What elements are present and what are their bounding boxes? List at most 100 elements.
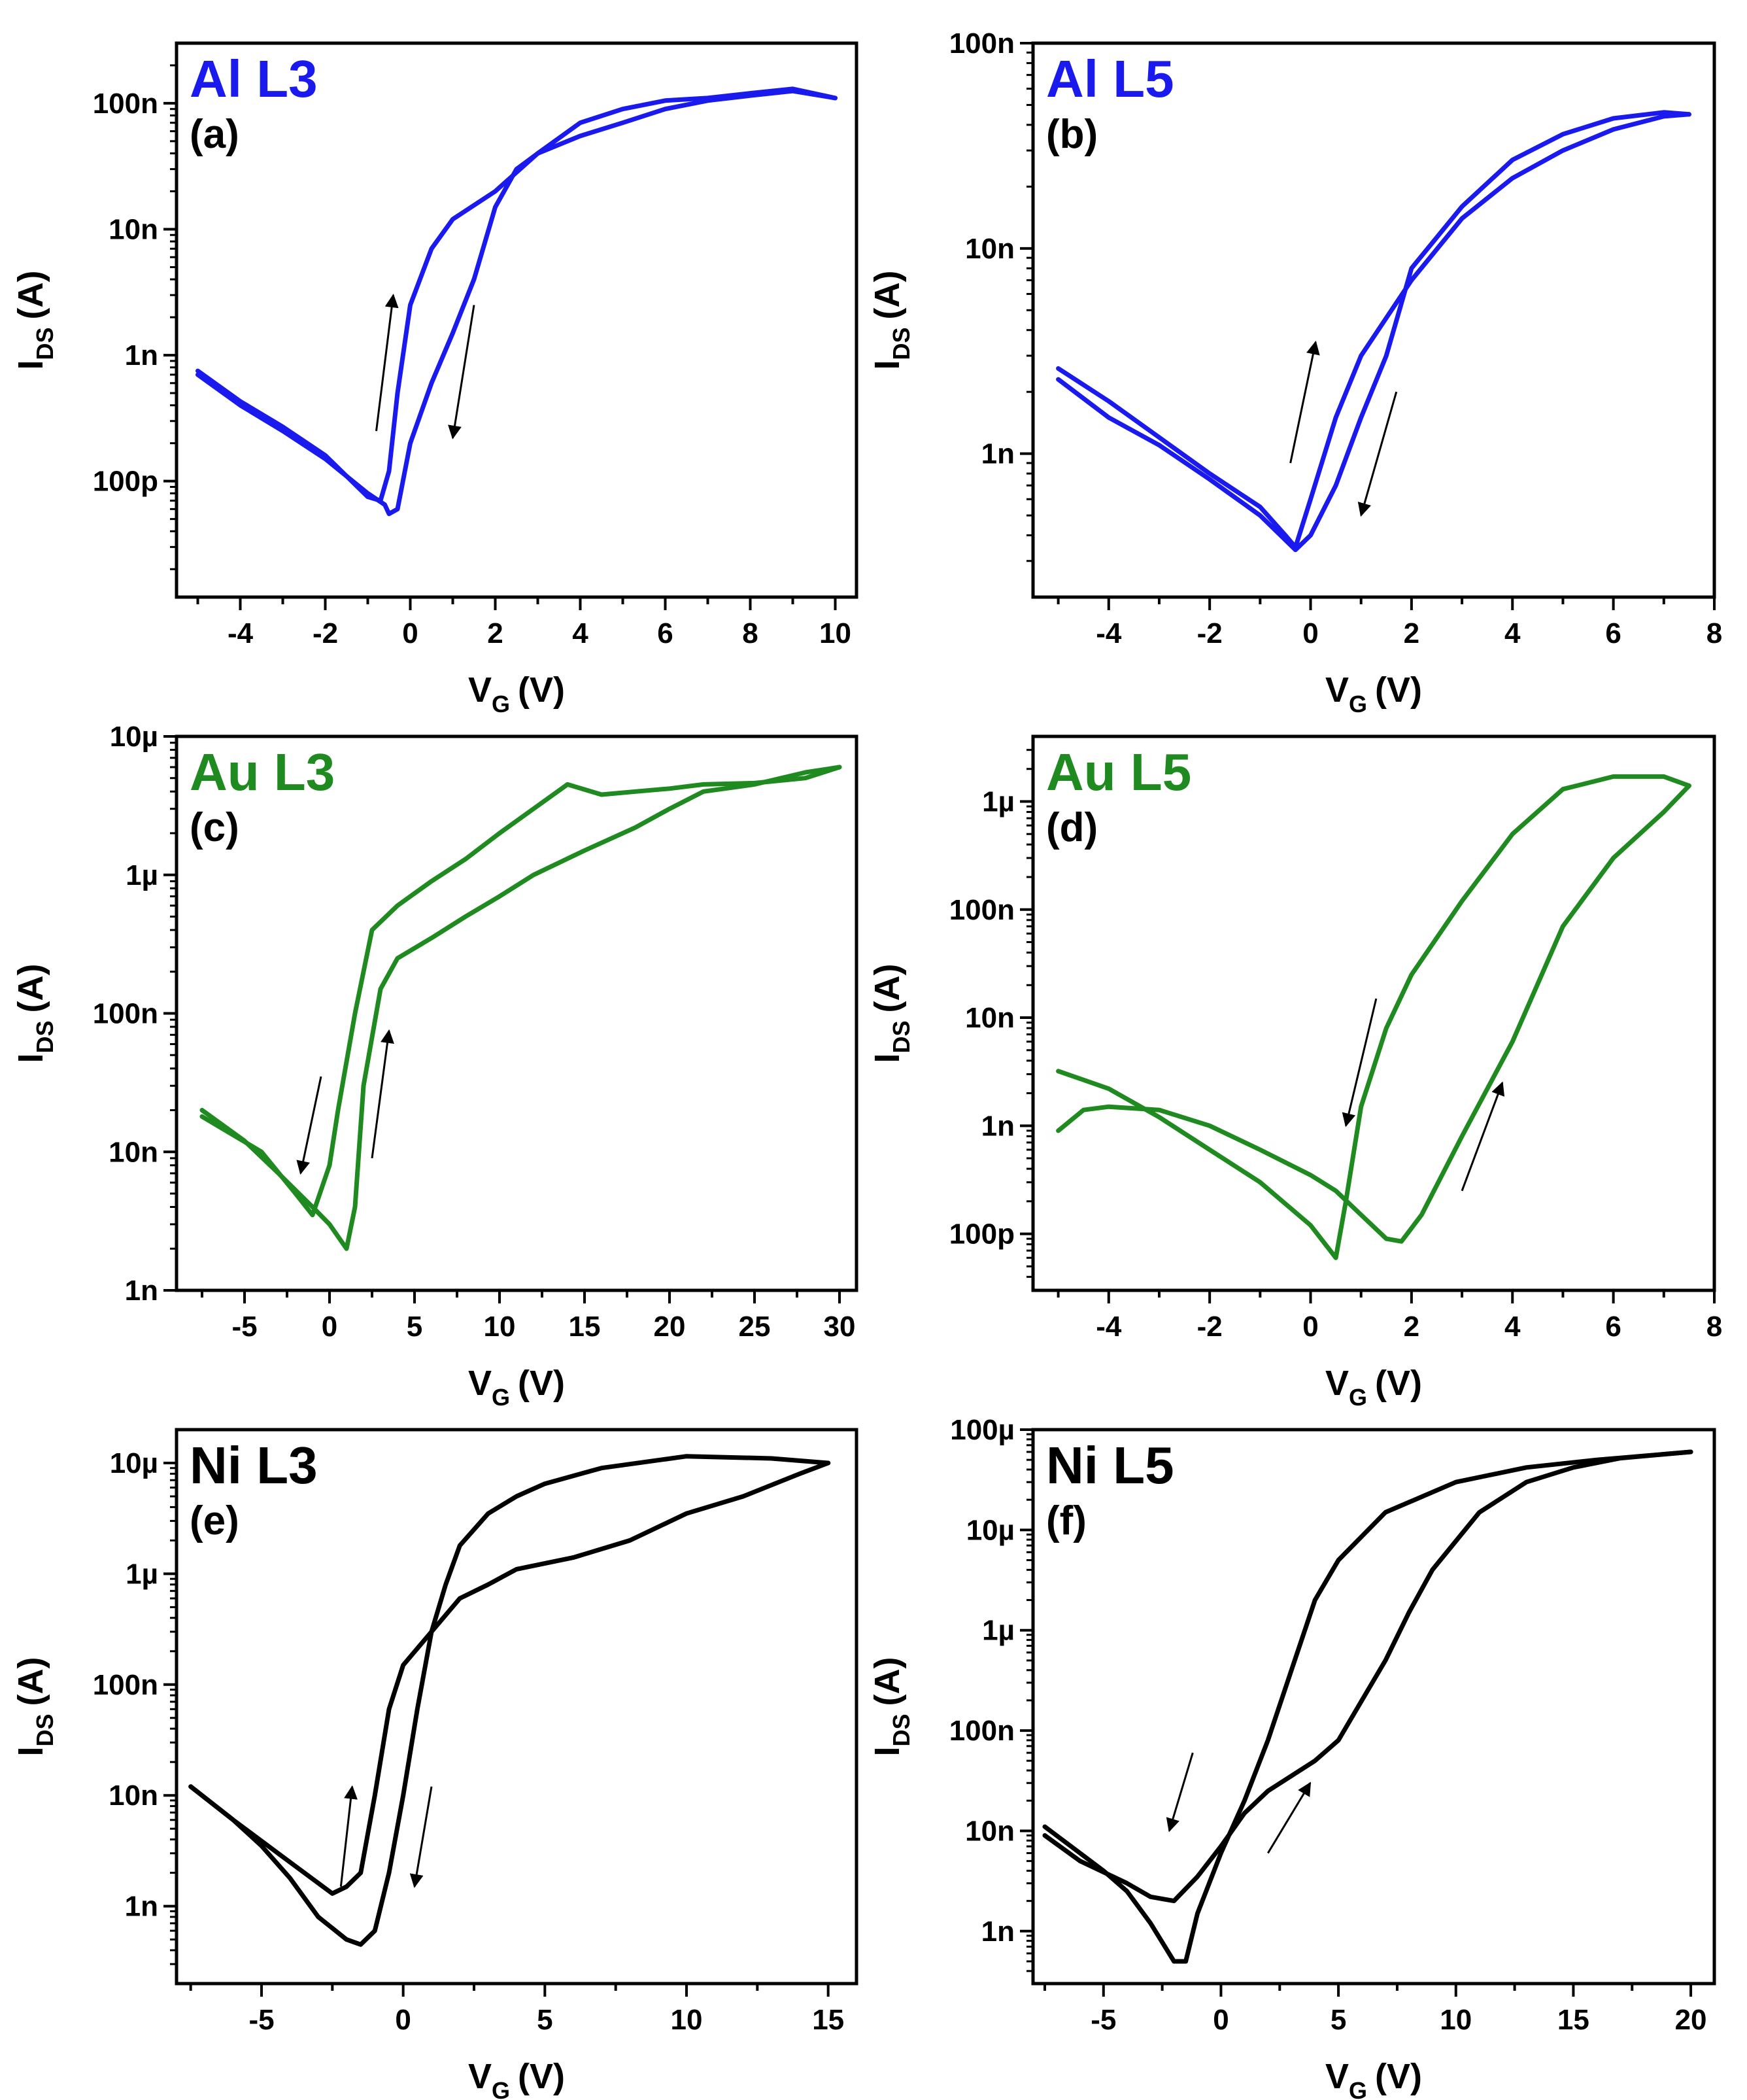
x-tick-label: 2 — [487, 617, 503, 649]
series-forward-sweep — [1056, 112, 1691, 550]
x-tick-label: 6 — [657, 617, 673, 649]
x-tick-label: 25 — [739, 1311, 771, 1343]
panel-label: (d) — [1046, 805, 1098, 850]
y-tick-label: 1µ — [982, 1615, 1015, 1647]
plot-frame — [175, 1428, 858, 1986]
sweep-arrow-up — [339, 1785, 358, 1887]
x-tick-label: -5 — [231, 1311, 257, 1343]
x-tick-label: 20 — [1675, 2004, 1707, 2036]
panel-label: (f) — [1046, 1498, 1087, 1543]
x-tick-label: -4 — [1096, 1311, 1122, 1343]
panel-title: Al L5 — [1046, 50, 1174, 108]
y-tick-label: 1n — [125, 1891, 158, 1923]
y-tick-label: 1n — [125, 1275, 158, 1307]
x-tick-label: 2 — [1404, 1311, 1419, 1343]
series-forward-sweep — [188, 1454, 831, 1947]
y-tick-label: 1µ — [982, 786, 1015, 818]
y-tick-label: 10n — [965, 233, 1015, 265]
y-tick-label: 10n — [109, 213, 158, 245]
x-tick-label: 8 — [1706, 1311, 1722, 1343]
y-tick-label: 10n — [109, 1136, 158, 1168]
sweep-arrow-up — [1461, 1081, 1505, 1192]
x-tick-label: 8 — [1706, 617, 1722, 649]
x-tick-label: 0 — [1302, 1311, 1318, 1343]
panel-a: -4 -2 0 2 4 6 8 10 100p 1n 10n 100n VG (V) IDS(A) Al L3… — [11, 41, 858, 717]
x-tick-label: 0 — [1213, 2004, 1229, 2036]
panel-d: -4 -2 0 2 4 6 8 100p 1n 10n 100n 1µ VG (V) IDS(A) Au L5… — [868, 734, 1722, 1411]
y-axis-label: IDS(A) — [11, 271, 58, 370]
y-tick-label: 100n — [93, 88, 158, 120]
sweep-arrow-up — [375, 294, 399, 432]
x-tick-label: 20 — [654, 1311, 686, 1343]
y-tick-label: 10n — [965, 1002, 1015, 1034]
sweep-arrow-down — [448, 305, 475, 439]
panel-label: (c) — [190, 805, 239, 850]
panel-c: -5 0 5 10 15 20 25 30 1n 10n 100n 1µ 10µ VG (V) IDS(A) A… — [11, 721, 858, 1411]
y-tick-label: 1n — [981, 1916, 1015, 1948]
x-tick-label: 15 — [1557, 2004, 1589, 2036]
x-tick-label: 4 — [1504, 1311, 1521, 1343]
panel-title: Al L3 — [190, 50, 318, 108]
x-tick-label: 4 — [572, 617, 588, 649]
x-tick-label: 6 — [1605, 617, 1621, 649]
y-tick-label: 1n — [981, 1110, 1015, 1142]
panel-b: -4 -2 0 2 4 6 8 1n 10n 100n VG (V) IDS(A) Al L5(b) — [868, 27, 1722, 717]
y-tick-label: 100n — [949, 27, 1015, 60]
plot-frame — [1031, 734, 1716, 1292]
panel-label: (b) — [1046, 112, 1098, 157]
y-tick-label: 100p — [93, 466, 158, 498]
x-tick-label: 4 — [1504, 617, 1521, 649]
y-axis-label: IDS(A) — [868, 964, 915, 1063]
y-tick-label: 10µ — [110, 721, 158, 753]
x-tick-label: 0 — [1302, 617, 1318, 649]
sweep-arrow-down — [1166, 1752, 1194, 1833]
x-tick-label: -4 — [1096, 617, 1122, 649]
series-reverse-sweep — [1056, 774, 1691, 1260]
y-axis-label: IDS(A) — [868, 271, 915, 370]
y-tick-label: 10n — [965, 1815, 1015, 1847]
series-forward-sweep — [1042, 1449, 1693, 1964]
sweep-arrow-down — [1357, 391, 1398, 517]
panel-e: -5 0 5 10 15 1n 10n 100n 1µ 10µ VG (V) IDS(A) Ni L3(e… — [11, 1428, 858, 2100]
y-tick-label: 1n — [981, 438, 1015, 470]
y-tick-label: 100n — [93, 998, 158, 1030]
x-tick-label: -2 — [313, 617, 338, 649]
plot-frame — [1031, 41, 1716, 599]
x-tick-label: -5 — [248, 2004, 274, 2036]
x-tick-label: 30 — [824, 1311, 856, 1343]
y-tick-label: 1n — [125, 339, 158, 371]
plot-frame — [175, 41, 858, 599]
series-reverse-sweep — [1042, 1449, 1693, 1904]
x-tick-label: 8 — [742, 617, 758, 649]
y-axis-label: IDS(A) — [11, 1657, 58, 1757]
y-tick-label: 100n — [949, 894, 1015, 926]
series-forward-sweep — [195, 88, 838, 517]
panel-f: -5 0 5 10 15 20 1n 10n 100n 1µ 10µ 100µ VG (V) IDS(A) N… — [868, 1414, 1716, 2100]
panel-label: (e) — [190, 1498, 239, 1543]
y-tick-label: 10µ — [110, 1447, 158, 1479]
y-axis-label: IDS(A) — [868, 1657, 915, 1757]
x-tick-label: -2 — [1197, 1311, 1223, 1343]
x-axis-label: VG (V) — [1325, 670, 1422, 717]
series-reverse-sweep — [1056, 110, 1691, 553]
x-axis-label: VG (V) — [468, 1364, 565, 1411]
panel-title: Ni L5 — [1046, 1436, 1174, 1494]
y-tick-label: 100n — [949, 1715, 1015, 1747]
x-tick-label: 0 — [322, 1311, 337, 1343]
panel-title: Ni L3 — [190, 1436, 318, 1494]
y-tick-label: 10µ — [966, 1514, 1015, 1546]
x-tick-label: 5 — [537, 2004, 552, 2036]
x-tick-label: 0 — [395, 2004, 411, 2036]
x-tick-label: -4 — [228, 617, 254, 649]
x-tick-label: 10 — [484, 1311, 516, 1343]
sweep-arrow-down — [296, 1076, 322, 1175]
x-tick-label: 2 — [1404, 617, 1419, 649]
x-tick-label: 0 — [402, 617, 418, 649]
x-tick-label: 15 — [812, 2004, 844, 2036]
sweep-arrow-up — [1289, 340, 1320, 464]
x-axis-label: VG (V) — [468, 2057, 565, 2100]
x-tick-label: -2 — [1197, 617, 1223, 649]
series-forward-sweep — [199, 765, 842, 1251]
series-reverse-sweep — [188, 1460, 831, 1896]
